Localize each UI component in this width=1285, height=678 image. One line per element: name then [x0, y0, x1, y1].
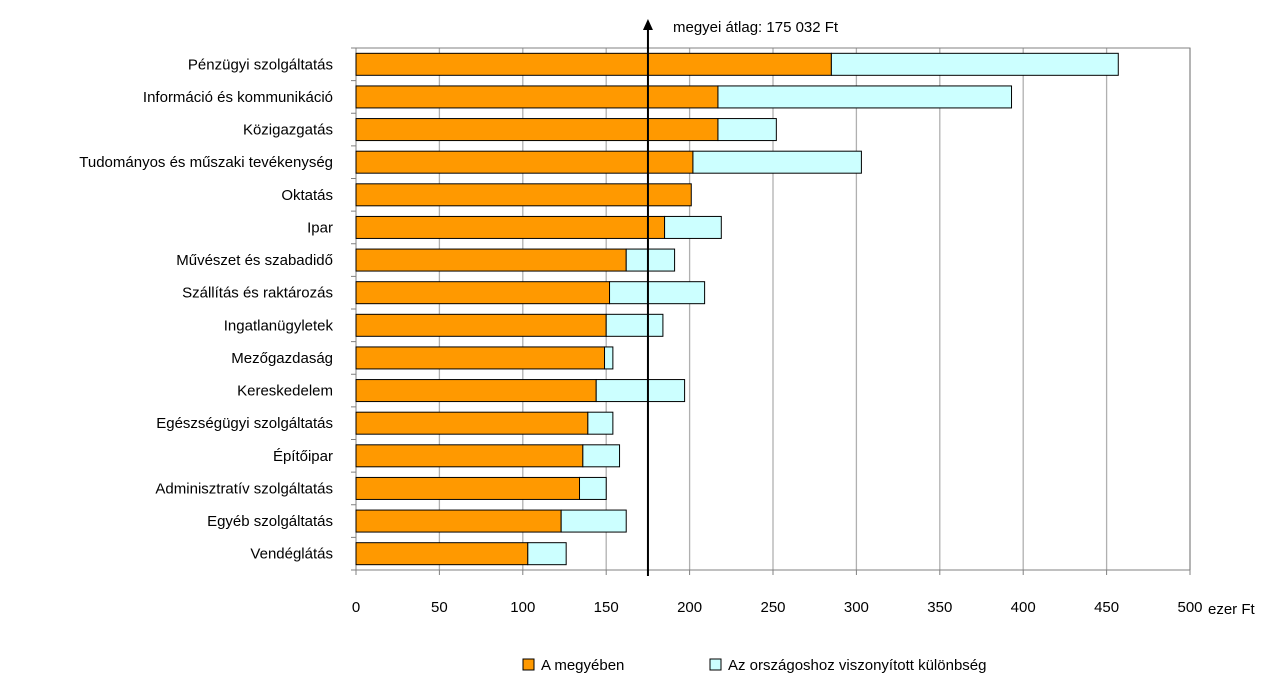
- bar-difference: [830, 52, 1119, 76]
- category-label: Tudományos és műszaki tevékenység: [79, 154, 333, 171]
- bar-county: [355, 281, 611, 305]
- category-label: Oktatás: [281, 187, 333, 204]
- category-label: Pénzügyi szolgáltatás: [188, 56, 333, 73]
- bar-county: [355, 183, 692, 207]
- bar-county: [355, 509, 562, 533]
- category-label: Egészségügyi szolgáltatás: [156, 415, 333, 432]
- bar-difference: [595, 379, 686, 403]
- bar-county: [355, 215, 666, 239]
- x-tick-labels: 0 50 100 150 200 250 300 350 400 450 500: [352, 570, 1203, 616]
- bar-county: [355, 313, 607, 337]
- category-label: Vendéglátás: [250, 546, 333, 563]
- legend-label: A megyében: [541, 657, 624, 674]
- bar-county: [355, 411, 589, 435]
- bar-difference: [717, 85, 1013, 109]
- bar-county: [355, 379, 597, 403]
- category-labels: Pénzügyi szolgáltatás Információ és kommu…: [79, 47, 356, 571]
- bar-county: [355, 85, 719, 109]
- bar-county: [355, 346, 606, 370]
- x-tick-label: 400: [1011, 599, 1036, 616]
- category-label: Közigazgatás: [243, 122, 333, 139]
- bar-difference: [605, 313, 664, 337]
- x-tick-label: 450: [1094, 599, 1119, 616]
- bar-county: [355, 444, 584, 468]
- x-tick-label: 500: [1177, 599, 1202, 616]
- bar-difference: [692, 150, 862, 174]
- bar-county: [355, 542, 529, 566]
- legend-label: Az országoshoz viszonyított különbség: [728, 657, 986, 674]
- x-tick-label: 350: [927, 599, 952, 616]
- bar-difference: [609, 281, 706, 305]
- category-label: Szállítás és raktározás: [182, 285, 333, 302]
- category-label: Egyéb szolgáltatás: [207, 513, 333, 530]
- bar-county: [355, 118, 719, 142]
- bar-difference: [604, 346, 614, 370]
- bar-county: [355, 248, 627, 272]
- x-tick-label: 250: [760, 599, 785, 616]
- bar-difference: [579, 476, 607, 500]
- bars: [355, 52, 1119, 566]
- reference-line: megyei átlag: 175 032 Ft: [642, 19, 839, 576]
- bar-difference: [560, 509, 627, 533]
- category-label: Mezőgazdaság: [231, 350, 333, 367]
- average-label: megyei átlag: 175 032 Ft: [673, 19, 839, 36]
- x-unit-label: ezer Ft: [1208, 601, 1256, 618]
- legend: A megyében Az országoshoz viszonyított kü…: [522, 657, 986, 674]
- category-label: Művészet és szabadidő: [176, 252, 333, 269]
- legend-swatch: [709, 658, 722, 671]
- x-tick-label: 150: [594, 599, 619, 616]
- category-label: Adminisztratív szolgáltatás: [155, 480, 333, 497]
- x-tick-label: 0: [352, 599, 360, 616]
- x-tick-label: 300: [844, 599, 869, 616]
- bar-difference: [582, 444, 621, 468]
- category-label: Ingatlanügyletek: [224, 317, 334, 334]
- x-tick-label: 100: [510, 599, 535, 616]
- legend-swatch: [522, 658, 535, 671]
- bar-difference: [587, 411, 614, 435]
- bar-difference: [625, 248, 676, 272]
- bar-difference: [664, 215, 722, 239]
- bar-difference: [527, 542, 567, 566]
- x-tick-label: 50: [431, 599, 448, 616]
- bar-county: [355, 52, 832, 76]
- bar-difference: [717, 118, 777, 142]
- bar-county: [355, 150, 694, 174]
- category-label: Kereskedelem: [237, 383, 333, 400]
- x-tick-label: 200: [677, 599, 702, 616]
- bar-county: [355, 476, 581, 500]
- category-label: Információ és kommunikáció: [143, 89, 333, 106]
- average-arrowhead: [642, 19, 653, 30]
- category-label: Építőipar: [273, 448, 333, 465]
- category-label: Ipar: [307, 219, 333, 236]
